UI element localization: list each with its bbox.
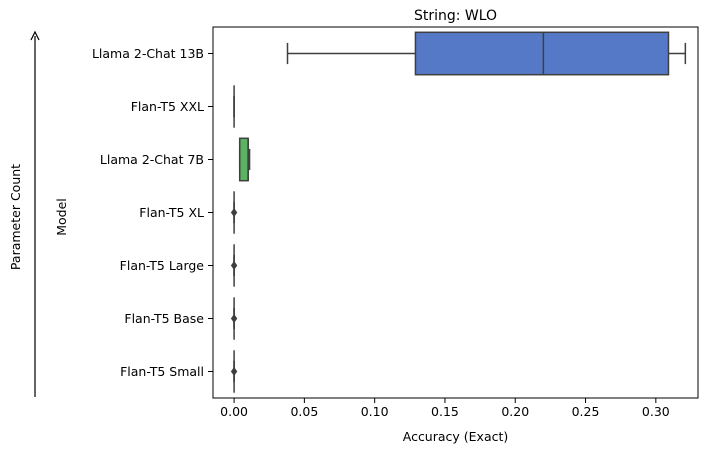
y-tick-label: Llama 2-Chat 7B	[100, 152, 204, 167]
y-tick-label: Flan-T5 Small	[120, 364, 204, 379]
x-tick-label: 0.10	[361, 404, 389, 419]
arrow-head-icon	[30, 30, 40, 41]
y-axis-label: Model	[54, 198, 69, 236]
box-4	[230, 244, 238, 287]
outlier-point	[230, 367, 238, 376]
x-tick-label: 0.05	[290, 404, 318, 419]
y-tick-label: Flan-T5 XL	[139, 205, 204, 220]
y-tick-label: Flan-T5 Large	[120, 258, 205, 273]
box-3	[230, 191, 238, 234]
box-6	[230, 350, 238, 393]
y-tick-label: Flan-T5 XXL	[131, 99, 204, 114]
x-tick-label: 0.20	[501, 404, 529, 419]
outlier-point	[230, 208, 238, 217]
x-tick-label: 0.25	[572, 404, 600, 419]
y-tick-label: Llama 2-Chat 13B	[92, 46, 204, 61]
outlier-point	[230, 314, 238, 323]
box-0	[286, 31, 687, 76]
x-tick-label: 0.30	[642, 404, 670, 419]
parameter-count-label: Parameter Count	[8, 164, 23, 270]
box-body	[238, 137, 249, 182]
box-body	[414, 31, 670, 76]
outlier-point	[230, 261, 238, 270]
x-tick-label: 0.15	[431, 404, 459, 419]
axes-frame	[212, 26, 699, 399]
axes: 0.00 0.05 0.10 0.15 0.20 0.25 0.30 Llama 2-Chat…	[92, 26, 699, 419]
x-axis-label: Accuracy (Exact)	[403, 429, 509, 444]
box-5	[230, 297, 238, 340]
box-2	[238, 137, 251, 182]
x-tick-label: 0.00	[220, 404, 248, 419]
parameter-count-arrow	[30, 30, 40, 397]
y-tick-label: Flan-T5 Base	[124, 311, 204, 326]
plot-area	[230, 31, 687, 393]
chart-title: String: WLO	[414, 8, 497, 24]
